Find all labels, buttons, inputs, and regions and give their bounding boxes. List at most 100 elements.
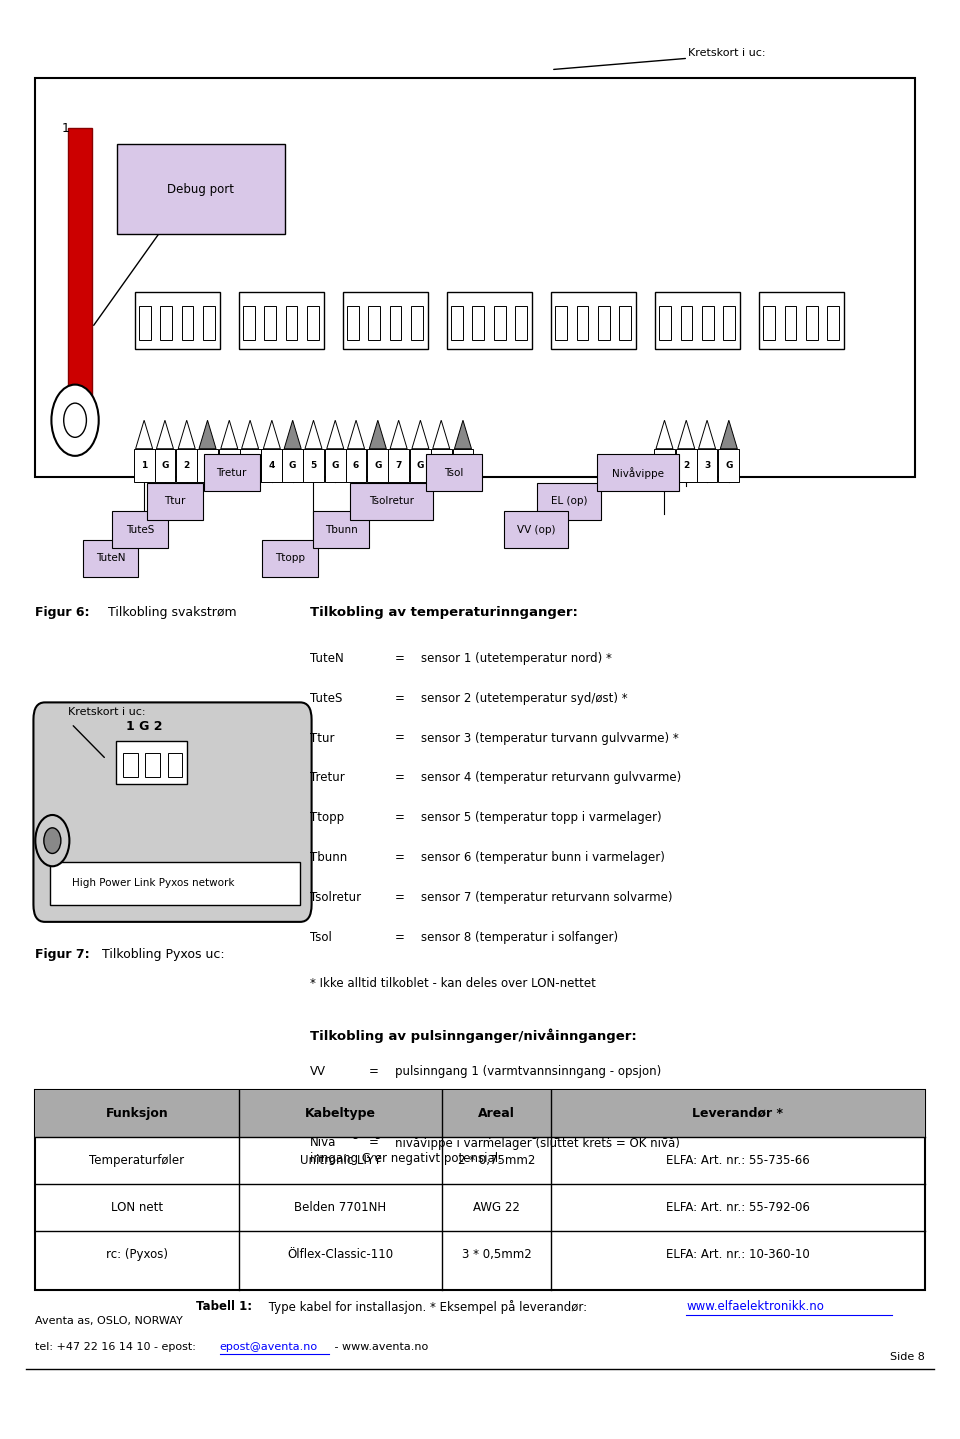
Text: Pulsinngangene er polarisert; pulsinngang 1, 2 er positivt og: Pulsinngangene er polarisert; pulsinngan… [310,1127,669,1140]
Text: G: G [204,460,211,469]
FancyBboxPatch shape [112,511,168,548]
Polygon shape [454,420,471,449]
FancyBboxPatch shape [197,449,218,482]
Polygon shape [242,420,258,449]
Text: sensor 7 (temperatur returvann solvarme): sensor 7 (temperatur returvann solvarme) [421,891,673,904]
Polygon shape [699,420,715,449]
Polygon shape [656,420,673,449]
Polygon shape [326,420,344,449]
Polygon shape [412,420,429,449]
FancyBboxPatch shape [431,449,451,482]
Bar [577,307,588,341]
Text: * Ikke alltid tilkoblet - kan deles over LON-nettet: * Ikke alltid tilkoblet - kan deles over… [310,977,595,990]
Text: G: G [417,460,424,469]
Text: 2: 2 [684,460,689,469]
FancyBboxPatch shape [262,540,318,577]
Text: VV: VV [310,1065,325,1078]
Text: Nivå: Nivå [310,1137,336,1150]
Bar [660,307,671,341]
FancyBboxPatch shape [597,455,680,492]
Text: G: G [331,460,339,469]
Text: 4: 4 [269,460,276,469]
Text: High Power Link Pyxos network: High Power Link Pyxos network [72,878,235,888]
FancyBboxPatch shape [133,449,155,482]
Text: G: G [725,460,732,469]
Bar [307,307,319,341]
Bar [472,307,484,341]
FancyBboxPatch shape [350,484,433,519]
Polygon shape [199,420,216,449]
Bar [681,307,692,341]
Text: sensor 4 (temperatur returvann gulvvarme): sensor 4 (temperatur returvann gulvvarme… [421,771,682,784]
Bar [598,307,610,341]
Bar [123,753,137,777]
FancyBboxPatch shape [504,511,568,548]
Text: inngang G er negativt potensial.: inngang G er negativt potensial. [310,1153,501,1166]
Text: G: G [247,460,253,469]
FancyBboxPatch shape [654,449,675,482]
Text: 1: 1 [661,460,667,469]
Text: Ttopp: Ttopp [310,812,344,825]
Text: Tretur: Tretur [217,468,247,478]
Bar [160,307,172,341]
Polygon shape [221,420,238,449]
Polygon shape [348,420,365,449]
Text: Tabell 1:: Tabell 1: [196,1301,252,1314]
Text: TuteN: TuteN [310,652,344,665]
Text: Nivåvippe: Nivåvippe [612,468,664,479]
Text: =: = [395,931,404,944]
FancyBboxPatch shape [155,449,176,482]
Text: EL (op): EL (op) [551,496,588,507]
Text: Tsol: Tsol [444,468,464,478]
Text: Tilkobling av temperaturinnganger:: Tilkobling av temperaturinnganger: [310,606,578,619]
Circle shape [36,814,69,866]
Bar [784,307,797,341]
Text: Tbunn: Tbunn [310,852,347,865]
FancyBboxPatch shape [36,78,915,478]
FancyBboxPatch shape [368,449,388,482]
Circle shape [52,384,99,456]
Text: Figur 7:: Figur 7: [36,948,90,961]
FancyBboxPatch shape [537,484,602,519]
Bar [116,741,186,784]
Bar [451,307,463,341]
Text: Ttur: Ttur [164,496,185,507]
Text: LON nett: LON nett [111,1202,163,1215]
Text: tel: +47 22 16 14 10 - epost:: tel: +47 22 16 14 10 - epost: [36,1341,200,1351]
Bar [655,292,740,350]
Text: ELFA: Art. nr.: 55-792-06: ELFA: Art. nr.: 55-792-06 [666,1202,809,1215]
Text: AWG 22: AWG 22 [473,1202,520,1215]
FancyBboxPatch shape [282,449,303,482]
Polygon shape [678,420,695,449]
FancyBboxPatch shape [204,455,260,492]
Polygon shape [305,420,322,449]
Text: Tilkobling Pyxos uc:: Tilkobling Pyxos uc: [102,948,225,961]
FancyBboxPatch shape [718,449,739,482]
Bar [702,307,713,341]
Bar [723,307,735,341]
Circle shape [63,403,86,437]
Text: Funksjon: Funksjon [106,1107,168,1120]
Text: =: = [395,812,404,825]
FancyBboxPatch shape [346,449,367,482]
Text: =: = [369,1065,379,1078]
Bar [828,307,839,341]
Text: =: = [369,1101,379,1114]
Bar [168,753,181,777]
Text: 6: 6 [353,460,359,469]
Text: Ttur: Ttur [310,731,334,744]
Text: G: G [289,460,297,469]
Bar [243,307,254,341]
Text: sensor 6 (temperatur bunn i varmelager): sensor 6 (temperatur bunn i varmelager) [421,852,665,865]
FancyBboxPatch shape [426,455,482,492]
FancyBboxPatch shape [117,144,285,233]
FancyBboxPatch shape [676,449,697,482]
Text: www.elfaelektronikk.no: www.elfaelektronikk.no [686,1301,824,1314]
Text: Temperaturføler: Temperaturføler [89,1154,184,1167]
Text: EL: EL [310,1101,324,1114]
FancyBboxPatch shape [388,449,409,482]
Text: Ölflex-Classic-110: Ölflex-Classic-110 [287,1248,394,1261]
Bar [36,1089,924,1137]
Text: =: = [395,731,404,744]
Text: TuteN: TuteN [96,554,126,564]
